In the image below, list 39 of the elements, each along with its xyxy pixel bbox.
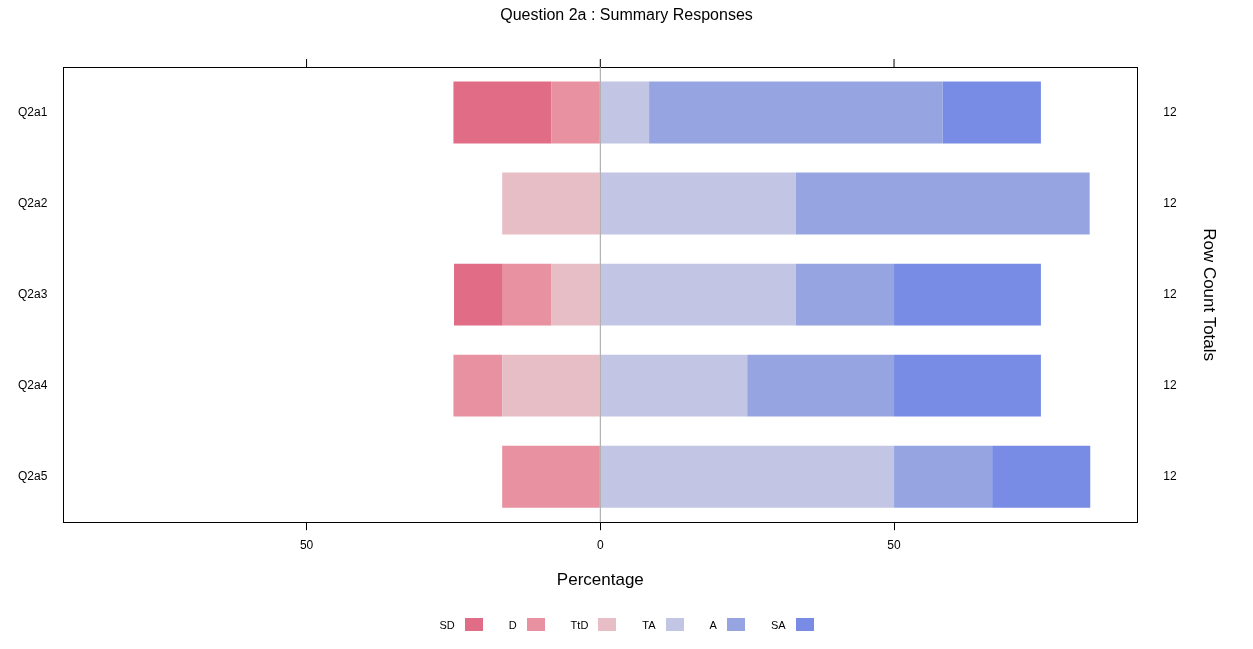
bar [992,445,1091,508]
y2-tick-label: 12 [1163,195,1177,210]
y-tick-label: Q2a3 [18,286,48,301]
y2-tick-label: 12 [1163,468,1177,483]
bar [795,263,895,326]
bar [942,81,1041,144]
y-tick-label: Q2a5 [18,468,48,483]
y2-tick-label: 12 [1163,377,1177,392]
x-axis-title: Percentage [556,570,644,590]
x-tick-label: 0 [596,537,604,552]
bar [747,354,895,417]
bar [894,263,1041,326]
legend-label: D [508,618,517,631]
bar [795,172,1090,235]
legend-label: A [709,618,717,631]
x-tick-label: 50 [299,537,314,552]
bar [649,81,943,144]
legend-label: SA [770,618,786,631]
chart-title: Question 2a : Summary Responses [499,6,754,24]
bar [502,445,600,508]
legend-label: TA [642,618,656,631]
bar [894,445,993,508]
bar [600,354,748,417]
bar [600,445,895,508]
y2-tick-label: 12 [1163,104,1177,119]
bar [502,263,552,326]
y2-axis-title: Row Count Totals [1200,228,1220,362]
legend-label: TtD [570,618,589,631]
legend-label: SD [439,618,455,631]
x-tick-label: 50 [887,537,902,552]
bar [600,81,650,144]
bar [894,354,1041,417]
bar [502,172,600,235]
bar [600,263,796,326]
y-tick-label: Q2a2 [18,195,48,210]
y2-tick-label: 12 [1163,286,1177,301]
y-tick-label: Q2a1 [18,104,48,119]
y-tick-label: Q2a4 [18,377,48,392]
bar [600,172,796,235]
